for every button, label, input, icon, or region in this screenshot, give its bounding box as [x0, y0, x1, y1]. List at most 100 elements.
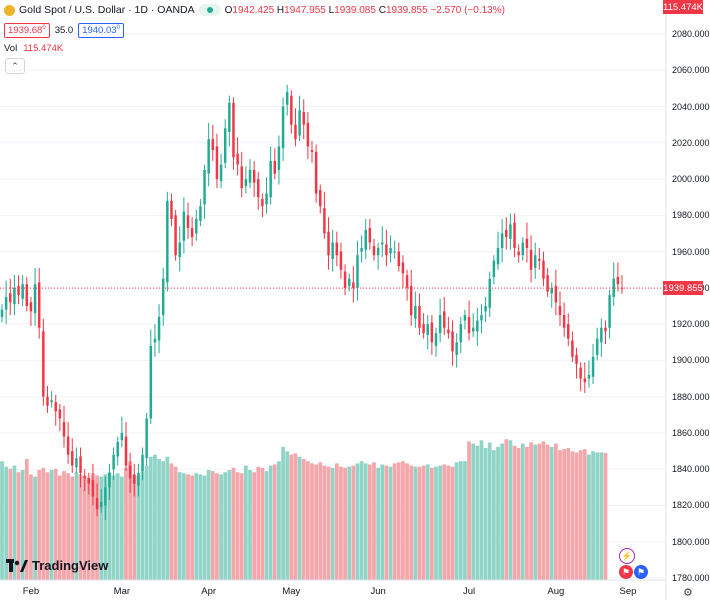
volume-bar [239, 473, 244, 580]
candle-body [71, 451, 74, 466]
candle-body [46, 396, 49, 406]
tradingview-logo[interactable]: TradingView [6, 558, 108, 573]
candle-body [104, 487, 107, 506]
candle-body [54, 402, 57, 412]
candle-body [50, 400, 53, 403]
volume-bar [202, 475, 207, 580]
lightning-icon[interactable]: ⚡ [619, 548, 635, 564]
us-flag-icon[interactable]: ⚑ [634, 565, 648, 579]
candle-body [195, 218, 198, 234]
volume-bar [281, 446, 285, 580]
candle-body [87, 478, 91, 484]
sell-button[interactable]: 1939.680 [4, 23, 50, 39]
volume-bar [442, 464, 447, 580]
volume-bar [587, 454, 591, 580]
candle-body [492, 260, 496, 277]
candle-body [29, 302, 33, 312]
volume-bar [301, 459, 306, 580]
candle-body [25, 284, 29, 306]
volume-bar [107, 472, 112, 580]
volume-bar [421, 465, 426, 580]
candle-body [75, 458, 78, 468]
volume-bar [359, 461, 364, 580]
candle-body [447, 329, 450, 334]
volume-bar [545, 444, 550, 580]
candle-body [261, 199, 264, 207]
candle-body [273, 160, 277, 174]
volume-bar [512, 445, 517, 580]
volume-bar [520, 443, 525, 580]
candle-body [538, 258, 541, 261]
candle-body [509, 224, 512, 239]
candle-body [604, 327, 607, 332]
volume-bar [161, 461, 166, 580]
volume-bar [384, 465, 389, 580]
candle-body [389, 247, 392, 254]
candle-body [405, 275, 409, 288]
price-tick-label: 2040.000 [672, 101, 710, 112]
volume-bar [529, 442, 533, 580]
volume-bar [578, 450, 583, 580]
symbol-title[interactable]: Gold Spot / U.S. Dollar · 1D · OANDA [19, 4, 195, 16]
volume-bar [574, 452, 579, 580]
candle-body [13, 287, 16, 305]
volume-bar [554, 443, 558, 580]
candle-body [62, 422, 66, 437]
volume-bar [537, 443, 542, 580]
volume-bar [173, 466, 178, 580]
volume-bar [417, 466, 422, 580]
volume-bar [487, 442, 492, 580]
candle-body [153, 338, 157, 343]
ohlc-values: O1942.425 H1947.955 L1939.085 C1939.855 … [225, 5, 505, 16]
candle-body [319, 189, 322, 207]
candle-body [4, 296, 8, 310]
chevron-up-icon[interactable]: ⌃ [5, 58, 25, 74]
volume-bar [86, 477, 91, 580]
volume-legend[interactable]: Vol 115.474K [4, 43, 63, 54]
candle-body [290, 95, 293, 125]
time-tick-label: Aug [547, 586, 565, 597]
candle-body [459, 324, 463, 343]
volume-bar [12, 465, 17, 580]
volume-bar [322, 465, 327, 580]
time-tick-label: Apr [201, 586, 217, 597]
volume-bar [70, 476, 75, 580]
candle-body [120, 432, 124, 441]
gear-icon[interactable]: ⚙ [683, 587, 693, 599]
volume-bar [343, 467, 347, 580]
volume-bar [248, 470, 252, 580]
volume-bar [260, 467, 265, 580]
candle-body [347, 278, 351, 287]
volume-bar [66, 473, 70, 580]
spread-value: 35.0 [54, 25, 74, 37]
candle-body [157, 316, 161, 341]
volume-bar [289, 454, 294, 580]
volume-bar [376, 467, 380, 580]
volume-bar [541, 441, 546, 580]
volume-bar [186, 474, 190, 580]
candle-body [83, 476, 86, 479]
candle-body [587, 374, 591, 379]
volume-bar [310, 463, 314, 580]
candle-body [37, 282, 41, 328]
volume-bar [272, 464, 277, 580]
candle-body [236, 153, 239, 165]
candle-body [248, 170, 252, 183]
us-flag-icon[interactable]: ⚑ [619, 565, 633, 579]
volume-bar [409, 465, 414, 580]
buy-button[interactable]: 1940.030 [78, 23, 124, 39]
candle-body [455, 342, 458, 355]
buy-price-sup: 0 [116, 25, 120, 31]
candle-body [484, 306, 487, 312]
market-status-icon[interactable] [198, 4, 221, 16]
volume-bar [285, 451, 290, 580]
volume-bar [500, 443, 504, 580]
candle-body [463, 315, 467, 321]
volume-bar [256, 466, 261, 580]
volume-value-label: 115.474K [663, 0, 703, 14]
volume-bar [252, 472, 256, 580]
candle-body [546, 275, 549, 292]
volume-bar [355, 463, 360, 580]
volume-bar [454, 462, 459, 580]
